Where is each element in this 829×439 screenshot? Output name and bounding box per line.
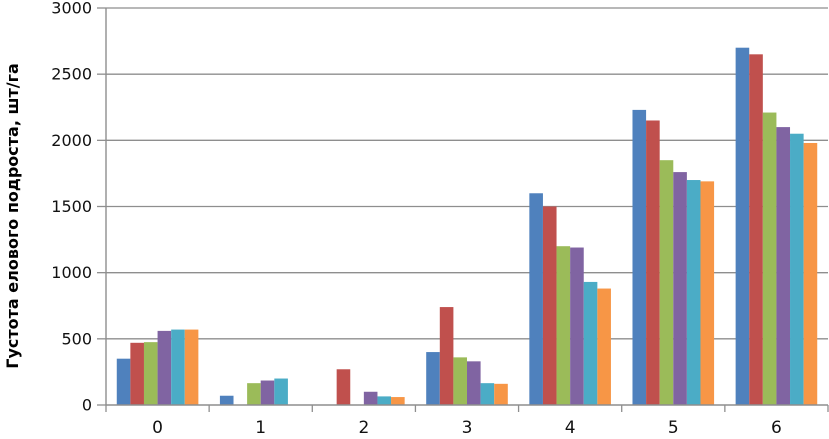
bar-series-5-teal-cat-6 <box>790 133 804 405</box>
bar-series-6-orange-cat-0 <box>184 329 199 405</box>
y-axis-title: Густота елового подроста, шт/га <box>3 63 22 369</box>
x-tick-label-3: 3 <box>462 418 473 438</box>
y-tick-label-2500: 2500 <box>51 65 92 84</box>
bar-series-4-purple-cat-4 <box>570 247 584 405</box>
bar-series-4-purple-cat-1 <box>260 380 275 405</box>
bar-series-1-blue-cat-5 <box>632 109 647 405</box>
bar-series-1-blue-cat-6 <box>735 47 750 405</box>
y-tick-label-2000: 2000 <box>51 131 92 150</box>
x-tick-label-6: 6 <box>771 418 782 438</box>
bar-series-1-blue-cat-3 <box>426 352 440 405</box>
bar-series-3-green-cat-1 <box>247 383 261 405</box>
bar-series-3-green-cat-4 <box>556 246 571 405</box>
bar-series-2-red-cat-2 <box>336 369 351 405</box>
bar-series-5-teal-cat-0 <box>171 329 185 405</box>
y-tick-label-0: 0 <box>82 396 92 415</box>
bar-series-5-teal-cat-3 <box>480 383 495 405</box>
bar-series-2-red-cat-3 <box>439 307 454 405</box>
bar-series-1-blue-cat-1 <box>219 395 234 405</box>
bar-series-1-blue-cat-0 <box>116 358 131 405</box>
x-tick-label-4: 4 <box>565 418 576 438</box>
bar-series-1-blue-cat-4 <box>529 193 543 405</box>
bar-series-4-purple-cat-2 <box>363 391 378 405</box>
x-tick-label-1: 1 <box>255 418 266 438</box>
bar-series-6-orange-cat-3 <box>494 383 508 405</box>
bar-series-3-green-cat-5 <box>659 160 674 405</box>
bar-series-6-orange-cat-6 <box>803 142 818 406</box>
bar-series-4-purple-cat-3 <box>467 361 481 405</box>
y-tick-label-3000: 3000 <box>51 0 92 18</box>
y-tick-label-1500: 1500 <box>51 197 92 216</box>
bar-series-3-green-cat-6 <box>762 112 777 405</box>
bar-series-4-purple-cat-5 <box>673 172 687 405</box>
bar-series-3-green-cat-3 <box>453 357 467 405</box>
y-tick-label-500: 500 <box>61 329 92 348</box>
bar-series-2-red-cat-5 <box>646 120 660 405</box>
x-tick-label-0: 0 <box>152 418 163 438</box>
chart-render-layer: 0 500 1000 1500 2000 2500 3000 0 1 2 3 4 5 6 <box>51 0 829 438</box>
bar-series-5-teal-cat-4 <box>583 281 598 405</box>
y-tick-label-1000: 1000 <box>51 263 92 282</box>
bar-series-5-teal-cat-1 <box>274 378 288 405</box>
bar-series-5-teal-cat-2 <box>377 396 392 405</box>
bar-series-6-orange-cat-4 <box>597 288 611 405</box>
bar-series-2-red-cat-4 <box>542 206 557 405</box>
bar-series-4-purple-cat-0 <box>157 330 172 405</box>
bar-series-4-purple-cat-6 <box>776 127 791 405</box>
x-tick-label-2: 2 <box>358 418 369 438</box>
bar-series-3-green-cat-0 <box>143 342 158 405</box>
bar-series-5-teal-cat-5 <box>686 180 701 405</box>
bar-series-6-orange-cat-5 <box>700 181 715 405</box>
bar-series-6-orange-cat-2 <box>391 397 405 405</box>
x-tick-label-5: 5 <box>668 418 679 438</box>
bar-series-2-red-cat-6 <box>749 54 763 406</box>
bar-series-2-red-cat-0 <box>130 342 144 405</box>
